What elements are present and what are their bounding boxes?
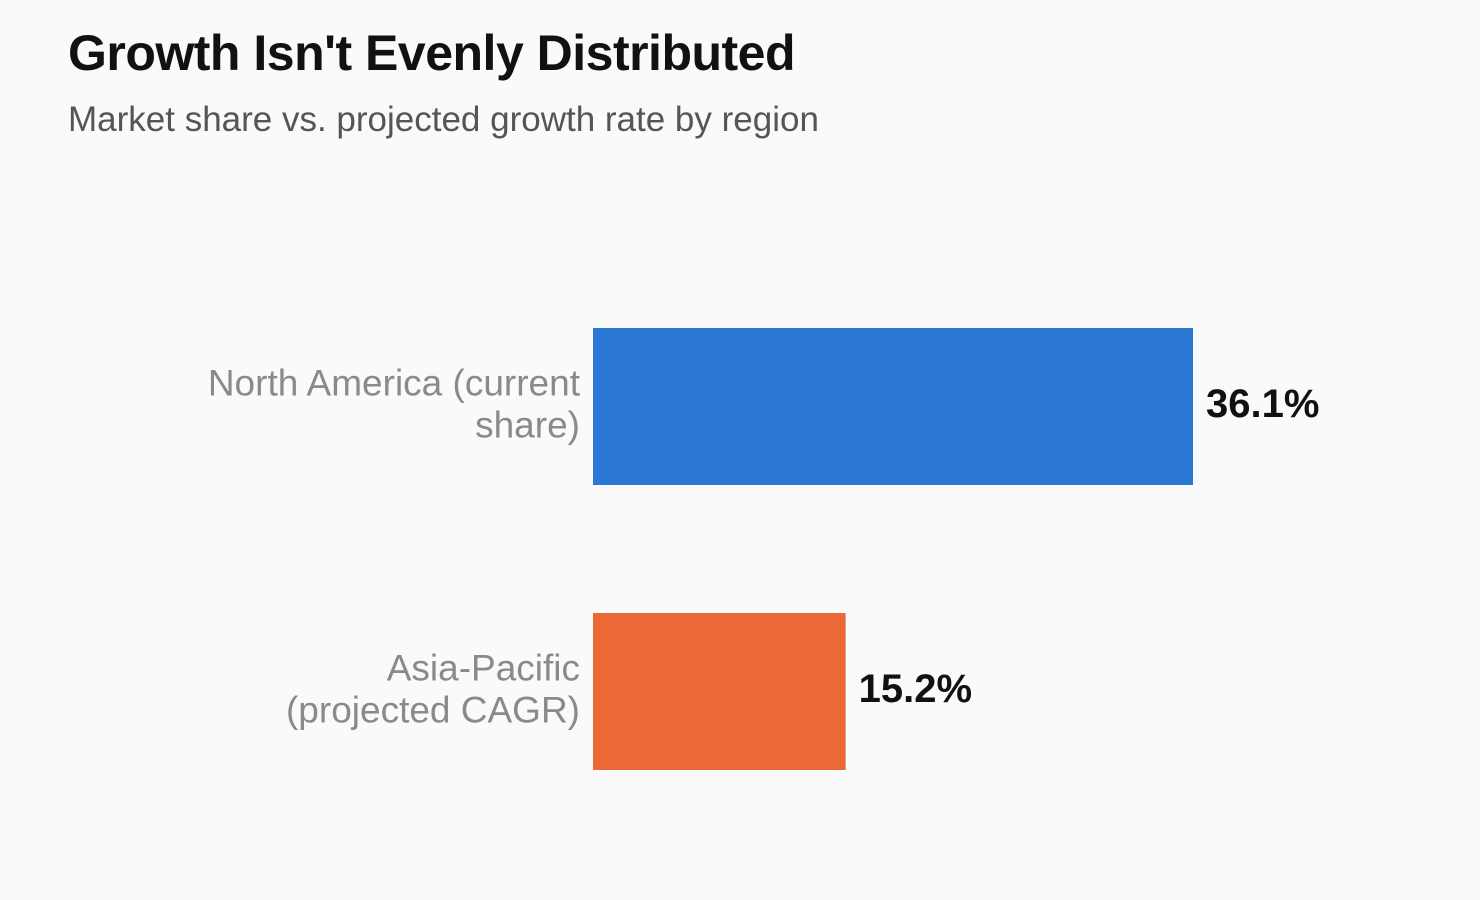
chart-title: Growth Isn't Evenly Distributed	[68, 25, 796, 81]
bar-1	[593, 613, 846, 770]
category-label-1: Asia-Pacific (projected CAGR)	[286, 647, 580, 730]
category-label-line: share)	[475, 404, 580, 445]
category-label-0: North America (current share)	[208, 362, 581, 445]
category-label-line: North America (current	[208, 362, 581, 403]
chart-subtitle: Market share vs. projected growth rate b…	[68, 100, 819, 139]
bar-0	[593, 328, 1193, 485]
bar-value-label-0: 36.1%	[1206, 382, 1319, 426]
category-label-line: (projected CAGR)	[286, 689, 580, 730]
bar-value-label-1: 15.2%	[859, 667, 972, 711]
category-label-line: Asia-Pacific	[387, 647, 580, 688]
